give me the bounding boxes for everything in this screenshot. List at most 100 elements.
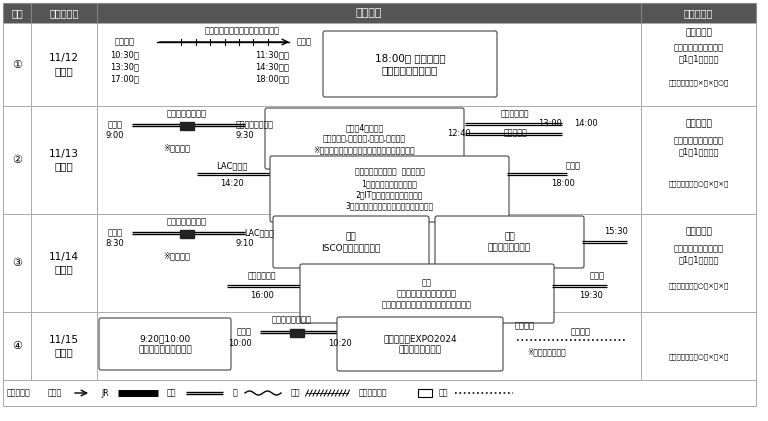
FancyBboxPatch shape (323, 31, 497, 97)
Text: 10:00: 10:00 (228, 338, 252, 347)
Bar (3, 106, 31, 214)
Text: 塩作り体験: 塩作り体験 (503, 128, 527, 138)
Text: ※自由昼食: ※自由昼食 (164, 251, 190, 261)
Text: 徒歩: 徒歩 (439, 389, 448, 397)
Text: 10:20: 10:20 (328, 338, 352, 347)
Bar (97, 312, 641, 380)
Text: 日次: 日次 (11, 8, 23, 18)
Text: 11/14
（木）: 11/14 （木） (49, 252, 79, 274)
Text: 13:00: 13:00 (538, 120, 562, 128)
Bar (180, 122, 194, 130)
Text: 無料シャトルバス利用（要予約）: 無料シャトルバス利用（要予約） (204, 27, 280, 35)
Text: 18:00: 18:00 (551, 179, 575, 189)
Text: 高江洲製塩所: 高江洲製塩所 (501, 109, 529, 118)
Text: 9:20～10:00
クローズレセプション: 9:20～10:00 クローズレセプション (138, 334, 192, 354)
Bar (641, 23, 756, 106)
Text: ④: ④ (12, 341, 22, 351)
Text: 11/12
（火）: 11/12 （火） (49, 53, 79, 76)
Text: JR: JR (101, 389, 109, 397)
Bar (97, 23, 641, 106)
Text: ※自由昼食: ※自由昼食 (164, 144, 190, 152)
Bar (97, 214, 641, 312)
Text: 船: 船 (233, 389, 237, 397)
Text: ロープウエイ: ロープウエイ (359, 389, 387, 397)
Text: ホテル: ホテル (108, 229, 123, 237)
FancyBboxPatch shape (435, 216, 584, 268)
Bar (3, 3, 756, 23)
Text: 14:00: 14:00 (574, 120, 598, 128)
Bar (3, 23, 31, 106)
Text: 送迎ハイヤー利用: 送迎ハイヤー利用 (167, 218, 207, 226)
Text: 10:30発: 10:30発 (111, 51, 140, 59)
Text: グランメールリゾート
［1名1室利用］: グランメールリゾート ［1名1室利用］ (674, 43, 723, 63)
Bar (31, 214, 97, 312)
Bar (641, 106, 756, 214)
Text: 9:30: 9:30 (236, 131, 254, 141)
Text: 夕方
地元の方と交流・調理体験
（うるマルシェキッチンスタジオ利用）: 夕方 地元の方と交流・調理体験 （うるマルシェキッチンスタジオ利用） (382, 278, 472, 309)
Bar (180, 230, 194, 238)
Text: ホテル: ホテル (237, 328, 251, 336)
Bar (641, 312, 756, 380)
Text: 18:00頃 ホテル集合
キックオフ／交流会: 18:00頃 ホテル集合 キックオフ／交流会 (375, 53, 445, 75)
Text: 11/15
（金）: 11/15 （金） (49, 335, 79, 357)
Text: グランメールリゾート
［1名1室利用］: グランメールリゾート ［1名1室利用］ (674, 136, 723, 156)
FancyBboxPatch shape (337, 317, 503, 371)
Text: 16:00: 16:00 (250, 291, 274, 301)
FancyBboxPatch shape (265, 108, 464, 169)
Text: ［食事条件：朝○昼×夢×］: ［食事条件：朝○昼×夢×］ (668, 282, 729, 289)
Text: 11/13
（水）: 11/13 （水） (49, 149, 79, 171)
Text: 14:30頃着: 14:30頃着 (255, 62, 289, 72)
Text: 【沖縄市】: 【沖縄市】 (685, 227, 712, 237)
Text: 12:40: 12:40 (447, 130, 471, 139)
Text: 送迎ハイヤー利用: 送迎ハイヤー利用 (167, 109, 207, 118)
Text: グランメールリゾート
［1名1室利用］: グランメールリゾート ［1名1室利用］ (674, 244, 723, 264)
Text: 13:30発: 13:30発 (111, 62, 140, 72)
Bar (97, 106, 641, 214)
FancyBboxPatch shape (300, 264, 554, 323)
Text: うるま4島めぐり
（浜比嘉島,平安座島,宮城島,伊計島）
※希望者はサイクリング体験（オプショナル）: うるま4島めぐり （浜比嘉島,平安座島,宮城島,伊計島） ※希望者はサイクリング… (313, 123, 415, 154)
Bar (3, 380, 756, 406)
Text: 9:00: 9:00 (106, 131, 124, 141)
Text: 【沖縄市】: 【沖縄市】 (685, 29, 712, 37)
Bar (641, 214, 756, 312)
Text: 行　　程: 行 程 (356, 8, 382, 18)
Bar (3, 312, 31, 380)
Text: 午後
ワーキングタイム: 午後 ワーキングタイム (488, 232, 531, 252)
Text: ワークショップ開催  内容（案）
1．持続可能な観光の課題
2．IT事業における課題の可決
3．自身のビジネスと沖縄の課題について: ワークショップ開催 内容（案） 1．持続可能な観光の課題 2．IT事業における課… (346, 168, 434, 210)
Text: 8:30: 8:30 (106, 240, 124, 248)
Text: 自由解散: 自由解散 (515, 322, 535, 330)
Text: 9:10: 9:10 (236, 240, 254, 248)
Text: 私鉄: 私鉄 (290, 389, 300, 397)
Text: 月日・曜日: 月日・曜日 (49, 8, 78, 18)
Text: ③: ③ (12, 258, 22, 268)
Text: リゾテックEXPO2024
（沖縄アリーナ）: リゾテックEXPO2024 （沖縄アリーナ） (383, 334, 457, 354)
Text: 15:30: 15:30 (604, 227, 628, 237)
Text: 14:20: 14:20 (220, 179, 244, 189)
Bar (3, 214, 31, 312)
Text: ［食事条件：朝○昼×夢×］: ［食事条件：朝○昼×夢×］ (668, 181, 729, 187)
Text: ホテル: ホテル (296, 37, 312, 46)
Text: 道の駅あやはし館: 道の駅あやはし館 (236, 120, 274, 130)
FancyBboxPatch shape (273, 216, 429, 268)
Text: 送迎ハイヤー利用: 送迎ハイヤー利用 (272, 315, 312, 325)
Text: 航空機: 航空機 (48, 389, 62, 397)
Text: 19:30: 19:30 (579, 291, 603, 301)
Bar (418, 389, 432, 397)
Text: 【沖縄市】: 【沖縄市】 (685, 120, 712, 128)
Bar (31, 312, 97, 380)
Text: LACうるま: LACうるま (217, 162, 248, 171)
Text: うるマルシェ: うるマルシェ (248, 272, 276, 280)
Bar (290, 329, 304, 337)
FancyBboxPatch shape (270, 156, 509, 222)
Bar (31, 23, 97, 106)
Text: 那覇空港: 那覇空港 (571, 328, 591, 336)
Text: 18:00頃着: 18:00頃着 (255, 75, 289, 83)
Text: 午前
ISCO企業マッチング: 午前 ISCO企業マッチング (321, 232, 381, 252)
Text: 17:00発: 17:00発 (111, 75, 140, 83)
Text: ②: ② (12, 155, 22, 165)
Text: ホテル: ホテル (590, 272, 604, 280)
Text: 宿泊・備考: 宿泊・備考 (684, 8, 713, 18)
Text: 那覇空港: 那覇空港 (115, 37, 135, 46)
FancyBboxPatch shape (99, 318, 231, 370)
Text: ※路線バス等利用: ※路線バス等利用 (527, 347, 566, 357)
